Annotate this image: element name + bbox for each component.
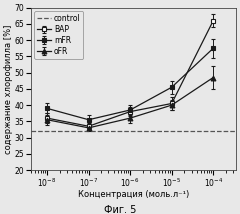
Legend: control, BAP, mFR, oFR: control, BAP, mFR, oFR <box>34 12 83 59</box>
Y-axis label: содержание хлорофилла [%]: содержание хлорофилла [%] <box>4 24 13 154</box>
Text: Фиг. 5: Фиг. 5 <box>104 205 136 214</box>
X-axis label: Концентрация (моль.л⁻¹): Концентрация (моль.л⁻¹) <box>78 190 189 199</box>
